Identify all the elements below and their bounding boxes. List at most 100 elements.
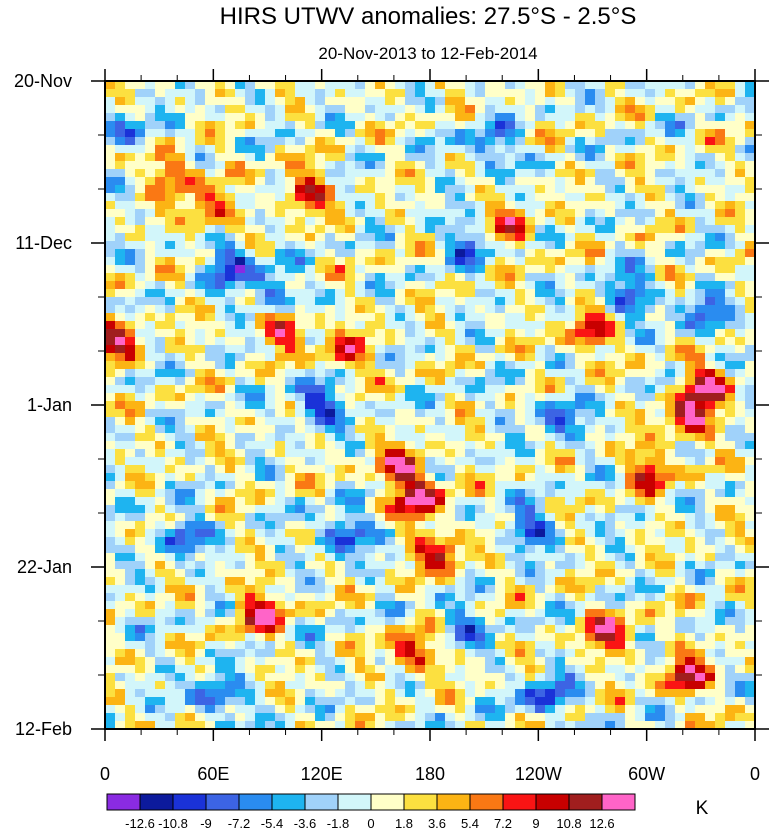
field-cell [615,241,626,250]
field-cell [375,681,386,690]
field-cell [115,177,126,186]
field-cell [185,513,196,522]
field-cell [515,465,526,474]
field-cell [655,465,666,474]
field-cell [745,321,756,330]
field-cell [555,265,566,274]
field-cell [645,545,656,554]
field-cell [355,569,366,578]
field-cell [345,105,356,114]
field-cell [305,441,316,450]
field-cell [225,513,236,522]
field-cell [715,457,726,466]
field-cell [205,297,216,306]
field-cell [435,153,446,162]
field-cell [165,609,176,618]
field-cell [415,273,426,282]
field-cell [115,329,126,338]
field-cell [615,161,626,170]
field-cell [185,185,196,194]
field-cell [195,241,206,250]
field-cell [395,201,406,210]
field-cell [395,329,406,338]
field-cell [525,321,536,330]
field-cell [375,369,386,378]
field-cell [115,649,126,658]
field-cell [335,489,346,498]
field-cell [615,625,626,634]
field-cell [535,321,546,330]
field-cell [405,313,416,322]
field-cell [715,313,726,322]
field-cell [415,649,426,658]
field-cell [385,417,396,426]
field-cell [205,105,216,114]
field-cell [125,97,136,106]
field-cell [745,457,756,466]
field-cell [455,353,466,362]
field-cell [535,145,546,154]
field-cell [435,617,446,626]
field-cell [505,393,516,402]
field-cell [215,185,226,194]
field-cell [515,529,526,538]
field-cell [535,529,546,538]
field-cell [105,249,116,258]
field-cell [355,585,366,594]
field-cell [165,201,176,210]
field-cell [275,473,286,482]
field-cell [675,561,686,570]
field-cell [265,345,276,354]
field-cell [155,385,166,394]
field-cell [565,337,576,346]
field-cell [205,505,216,514]
field-cell [375,489,386,498]
field-cell [275,409,286,418]
field-cell [185,81,196,90]
field-cell [335,617,346,626]
field-cell [715,537,726,546]
field-cell [715,121,726,130]
field-cell [395,409,406,418]
field-cell [485,353,496,362]
field-cell [185,177,196,186]
field-cell [585,257,596,266]
field-cell [165,81,176,90]
field-cell [185,305,196,314]
field-cell [235,281,246,290]
field-cell [465,425,476,434]
field-cell [295,585,306,594]
field-cell [625,665,636,674]
field-cell [295,249,306,258]
field-cell [225,233,236,242]
field-cell [155,577,166,586]
field-cell [295,545,306,554]
field-cell [175,225,186,234]
field-cell [295,153,306,162]
field-cell [185,257,196,266]
field-cell [665,497,676,506]
field-cell [535,81,546,90]
field-cell [235,505,246,514]
field-cell [205,89,216,98]
field-cell [715,209,726,218]
field-cell [665,153,676,162]
field-cell [505,353,516,362]
field-cell [695,633,706,642]
field-cell [515,569,526,578]
field-cell [135,169,146,178]
field-cell [105,457,116,466]
field-cell [285,225,296,234]
field-cell [635,145,646,154]
field-cell [545,489,556,498]
field-cell [275,385,286,394]
field-cell [575,401,586,410]
field-cell [525,361,536,370]
field-cell [255,177,266,186]
field-cell [205,601,216,610]
field-cell [165,377,176,386]
field-cell [465,113,476,122]
field-cell [575,625,586,634]
field-cell [655,313,666,322]
field-cell [575,521,586,530]
